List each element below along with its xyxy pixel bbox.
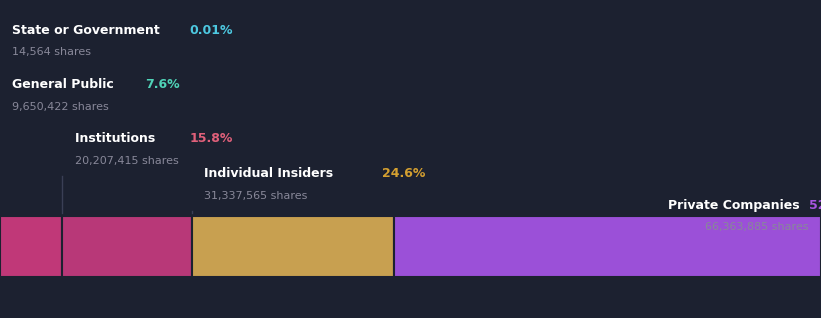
Text: 9,650,422 shares: 9,650,422 shares — [12, 101, 109, 112]
Bar — [0, 216, 62, 277]
Text: 52.0%: 52.0% — [809, 199, 821, 211]
Text: Individual Insiders: Individual Insiders — [204, 167, 338, 180]
Text: 14,564 shares: 14,564 shares — [12, 47, 91, 58]
Bar — [394, 216, 821, 277]
Text: Institutions: Institutions — [75, 132, 159, 145]
Text: 15.8%: 15.8% — [190, 132, 233, 145]
Text: 0.01%: 0.01% — [190, 24, 233, 37]
Bar — [192, 216, 394, 277]
Bar — [62, 216, 192, 277]
Text: General Public: General Public — [12, 78, 118, 91]
Text: 20,207,415 shares: 20,207,415 shares — [75, 156, 178, 166]
Text: 24.6%: 24.6% — [382, 167, 425, 180]
Text: 31,337,565 shares: 31,337,565 shares — [204, 190, 308, 201]
Text: Private Companies: Private Companies — [668, 199, 809, 211]
Text: 7.6%: 7.6% — [145, 78, 180, 91]
Text: 66,363,885 shares: 66,363,885 shares — [705, 222, 809, 232]
Text: State or Government: State or Government — [12, 24, 164, 37]
